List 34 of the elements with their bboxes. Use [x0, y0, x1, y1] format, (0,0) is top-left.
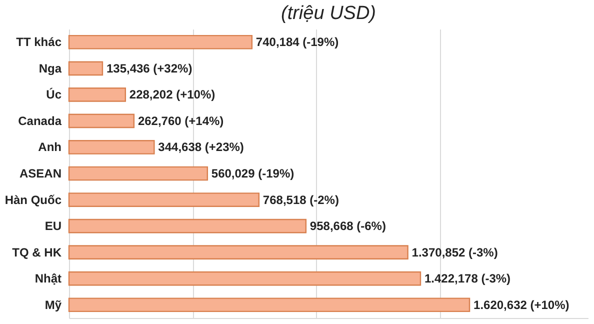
data-label: 740,184 (-19%): [256, 35, 339, 50]
y-tick-label: TQ & HK: [12, 245, 62, 260]
y-tick-label: EU: [44, 219, 62, 234]
y-tick-label: Hàn Quốc: [4, 192, 62, 207]
bar: [68, 114, 135, 128]
y-tick-label: TT khác: [16, 35, 62, 50]
bar: [68, 192, 260, 207]
data-label: 262,760 (+14%): [138, 114, 224, 128]
data-label: 344,638 (+23%): [158, 140, 244, 154]
data-label: 768,518 (-2%): [262, 192, 339, 207]
y-tick-label: Canada: [18, 114, 62, 128]
chart-title: (triệu USD): [280, 3, 376, 24]
bar: [68, 298, 470, 312]
data-label: 1.620,632 (+10%): [474, 298, 570, 312]
y-tick-label: ASEAN: [19, 166, 62, 180]
data-label: 228,202 (+10%): [129, 88, 216, 102]
bar: [68, 140, 155, 154]
data-label: 1.370,852 (-3%): [412, 245, 498, 260]
data-label: 135,436 (+32%): [106, 61, 192, 76]
bar: [68, 271, 422, 286]
y-tick-label: Nhật: [34, 272, 62, 286]
data-label: 958,668 (-6%): [310, 219, 386, 234]
y-tick-label: Nga: [38, 61, 62, 76]
bar: [68, 61, 104, 76]
bar: [68, 218, 307, 234]
data-label: 560,029 (-19%): [211, 166, 294, 180]
bar: [68, 88, 126, 102]
y-tick-label: Anh: [38, 140, 62, 154]
data-label: 1.422,178 (-3%): [424, 272, 511, 286]
bar: [68, 34, 253, 50]
bar: [68, 166, 208, 181]
bar: [68, 245, 408, 260]
y-tick-label: Úc: [46, 88, 62, 102]
y-tick-label: Mỹ: [44, 298, 62, 312]
